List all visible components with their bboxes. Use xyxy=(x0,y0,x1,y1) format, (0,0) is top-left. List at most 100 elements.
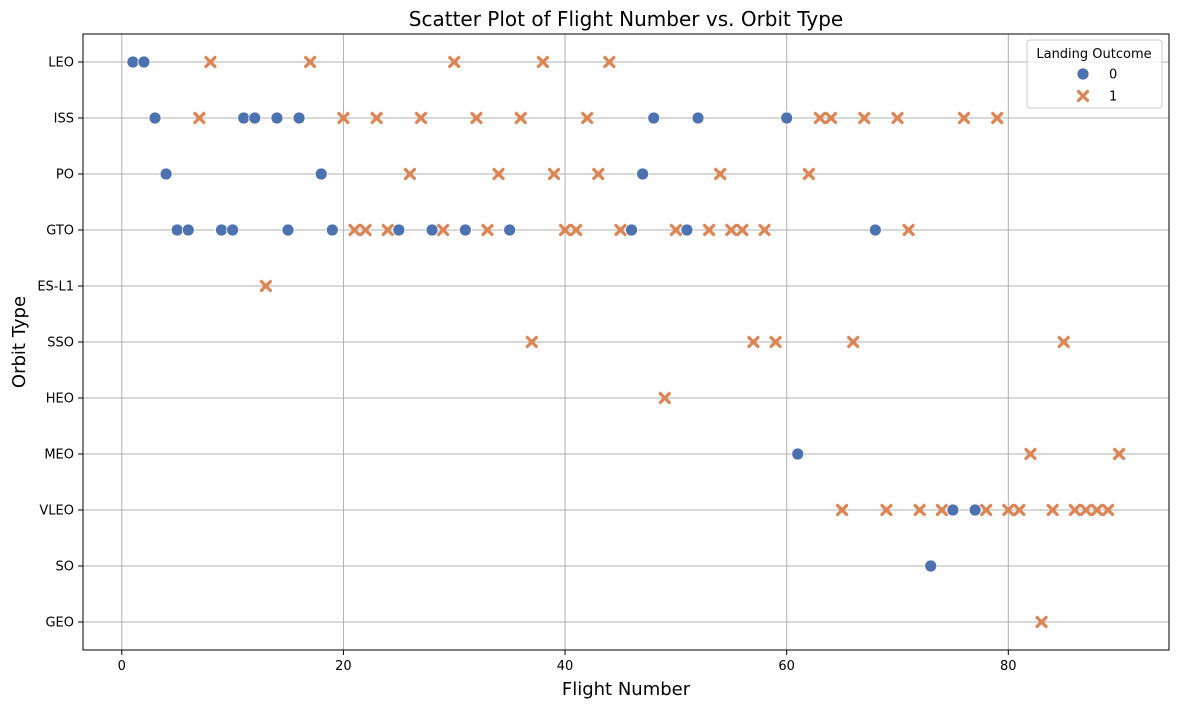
legend: Landing Outcome 0 1 xyxy=(1026,39,1163,109)
point-x xyxy=(658,391,671,405)
point-circle xyxy=(137,55,151,69)
point-x xyxy=(957,111,971,125)
point-circle xyxy=(625,223,638,237)
point-x xyxy=(980,503,993,517)
point-x xyxy=(470,111,483,125)
legend-label-1: 1 xyxy=(1109,90,1117,105)
point-x xyxy=(902,223,915,237)
y-tick-label: PO xyxy=(56,168,74,183)
point-x xyxy=(570,223,583,237)
point-circle xyxy=(159,167,173,181)
point-circle xyxy=(458,223,472,237)
y-tick-label: MEO xyxy=(44,448,74,463)
point-x xyxy=(1057,335,1070,349)
point-circle xyxy=(215,223,228,237)
point-x xyxy=(1024,447,1037,461)
y-tick-label: VLEO xyxy=(39,504,74,519)
y-tick-label: ISS xyxy=(54,112,74,127)
point-x xyxy=(1101,503,1115,517)
point-x xyxy=(259,279,272,293)
x-tick-label: 0 xyxy=(118,659,126,674)
point-circle xyxy=(691,111,705,125)
point-circle xyxy=(946,503,960,517)
point-circle xyxy=(425,223,439,237)
y-tick-label: HEO xyxy=(46,392,74,407)
point-x xyxy=(204,55,217,69)
point-x xyxy=(370,111,383,125)
point-x xyxy=(193,111,206,125)
point-x xyxy=(381,223,394,237)
point-x xyxy=(414,111,428,125)
point-x xyxy=(1046,503,1059,517)
point-x xyxy=(558,223,572,237)
legend-marker-0 xyxy=(1076,67,1090,81)
point-x xyxy=(769,335,782,349)
point-x xyxy=(348,223,361,237)
x-tick-label: 80 xyxy=(1000,659,1017,674)
point-x xyxy=(1013,503,1026,517)
point-circle xyxy=(248,111,262,125)
y-tick-label: SSO xyxy=(47,336,74,351)
point-x xyxy=(403,167,417,181)
x-tick-label: 60 xyxy=(778,659,795,674)
series-0 xyxy=(126,55,982,573)
point-x xyxy=(304,55,317,69)
y-tick-label: SO xyxy=(56,560,74,575)
point-circle xyxy=(392,223,406,237)
x-tick-label: 20 xyxy=(335,659,352,674)
point-x xyxy=(891,111,904,125)
point-circle xyxy=(780,111,794,125)
point-x xyxy=(536,55,549,69)
data-points xyxy=(126,55,1126,629)
grid-lines xyxy=(83,34,1169,650)
point-x xyxy=(525,335,538,349)
x-axis-ticks: 0 20 40 60 80 xyxy=(118,650,1017,674)
point-x xyxy=(1113,447,1126,461)
point-x xyxy=(437,223,450,237)
point-x xyxy=(603,55,616,69)
point-x xyxy=(1002,503,1015,517)
point-x xyxy=(913,503,926,517)
point-x xyxy=(714,167,727,181)
point-circle xyxy=(868,223,882,237)
point-x xyxy=(359,223,372,237)
point-x xyxy=(1090,503,1104,517)
point-x xyxy=(835,503,849,517)
chart-title: Scatter Plot of Flight Number vs. Orbit … xyxy=(409,7,843,31)
point-x xyxy=(1079,503,1092,517)
y-axis-label: Orbit Type xyxy=(9,296,30,388)
point-x xyxy=(492,167,505,181)
point-circle xyxy=(292,111,306,125)
point-circle xyxy=(968,503,982,517)
point-x xyxy=(448,55,461,69)
point-circle xyxy=(647,111,661,125)
point-circle xyxy=(924,559,938,573)
point-circle xyxy=(237,111,251,125)
point-x xyxy=(337,111,350,125)
point-x xyxy=(858,111,871,125)
point-x xyxy=(991,111,1004,125)
point-x xyxy=(703,223,716,237)
point-circle xyxy=(126,55,140,69)
point-circle xyxy=(270,111,284,125)
legend-frame xyxy=(1026,39,1163,109)
legend-label-0: 0 xyxy=(1109,68,1117,83)
point-x xyxy=(1068,503,1081,517)
point-circle xyxy=(148,111,162,125)
point-x xyxy=(614,223,627,237)
point-x xyxy=(824,111,838,125)
point-x xyxy=(725,223,738,237)
point-x xyxy=(547,167,561,181)
y-tick-label: GTO xyxy=(46,224,74,239)
point-x xyxy=(481,223,494,237)
point-circle xyxy=(636,167,650,181)
point-circle xyxy=(680,223,694,237)
point-circle xyxy=(226,223,240,237)
point-circle xyxy=(314,167,328,181)
series-1 xyxy=(193,55,1126,629)
point-x xyxy=(813,111,827,125)
x-tick-label: 40 xyxy=(557,659,574,674)
point-circle xyxy=(791,447,805,461)
y-axis-ticks: LEO ISS PO GTO ES-L1 SSO HEO MEO VLEO SO GEO xyxy=(37,56,83,631)
point-x xyxy=(847,335,860,349)
